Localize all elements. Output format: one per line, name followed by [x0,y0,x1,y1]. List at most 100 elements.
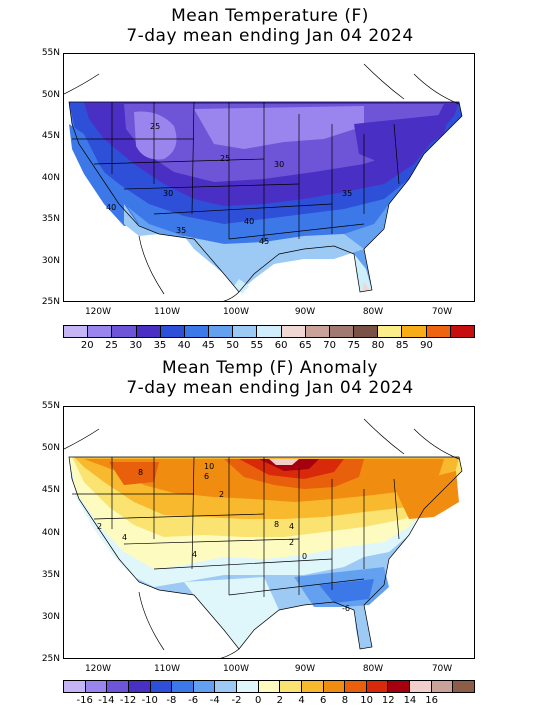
colorbar-label: 0 [254,695,262,706]
colorbar-segment [453,681,474,692]
top-map-svg: 25 25 30 30 35 40 35 40 45 [64,63,463,301]
contour-label: 4 [122,533,127,542]
colorbar-segment [388,681,410,692]
colorbar-label: 20 [80,340,94,351]
lat-label: 55N [41,401,60,411]
colorbar-label: 85 [395,340,409,351]
colorbar-segment [431,681,454,692]
bottom-map-contour-labels: 10 8 6 2 2 4 4 8 4 2 0 -6 [97,462,350,613]
lon-label: 120W [84,664,112,674]
contour-label: 0 [302,552,307,561]
lon-label: 100W [222,664,250,674]
lat-label: 30N [41,611,60,622]
colorbar-label: 25 [105,340,118,351]
contour-label: 2 [97,522,102,531]
colorbar-label: 80 [371,340,385,351]
colorbar-segment [160,326,185,337]
bottom-map-title-line1: Mean Temp (F) Anomaly [162,358,378,378]
top-map-colorbar [63,325,475,338]
colorbar-label: 50 [226,340,239,351]
colorbar-label: 6 [320,695,327,706]
colorbar-segment [354,326,379,337]
colorbar-segment [402,326,427,337]
lat-label: 40N [41,172,60,183]
colorbar-label: 30 [129,340,143,351]
colorbar-segment [107,681,129,692]
lon-label: 80W [362,307,384,317]
lon-label: 100W [222,307,250,317]
contour-label: 25 [220,154,230,163]
top-map-title-line1: Mean Temperature (F) [171,6,369,26]
colorbar-segment [281,326,306,337]
contour-label: 35 [342,189,352,198]
contour-label: 45 [259,237,269,246]
colorbar-segment [258,681,281,692]
colorbar-label: 35 [153,340,167,351]
bottom-map-title-line2: 7-day mean ending Jan 04 2024 [126,378,414,398]
colorbar-segment [85,681,108,692]
colorbar-label: 70 [323,340,336,351]
colorbar-segment [136,326,161,337]
lat-label: 40N [41,527,60,538]
colorbar-segment [172,681,194,692]
colorbar-label: -8 [166,695,177,706]
lat-label: 35N [41,214,60,224]
colorbar-segment [410,681,432,692]
lat-label: 25N [41,654,60,664]
bottom-map-anomaly-fill [69,457,462,649]
contour-label: 30 [163,189,173,198]
colorbar-segment [233,326,258,337]
colorbar-label: 2 [276,695,284,706]
contour-label: 25 [150,122,160,131]
colorbar-label: 45 [202,340,215,351]
contour-label: 10 [204,462,214,471]
colorbar-segment [257,326,282,337]
contour-label: 40 [244,217,254,226]
lon-label: 120W [84,307,112,317]
lon-label: 110W [153,664,181,674]
lon-label: 90W [294,307,316,317]
colorbar-segment [426,326,451,337]
bottom-map-svg: 10 8 6 2 2 4 4 8 4 2 0 -6 [64,418,463,658]
colorbar-segment [209,326,234,337]
colorbar-label: 40 [177,340,191,351]
colorbar-segment [450,326,474,337]
colorbar-label: -6 [188,695,199,706]
colorbar-segment [215,681,237,692]
colorbar-label: -14 [98,695,115,706]
colorbar-label: 10 [360,695,373,706]
lon-label: 80W [362,664,384,674]
contour-label: -6 [342,604,350,613]
bottom-map: 10 8 6 2 2 4 4 8 4 2 0 -6 [63,406,475,659]
top-map-title-line2: 7-day mean ending Jan 04 2024 [126,26,414,46]
top-map-boundaries [64,63,463,301]
lat-label: 55N [41,48,60,58]
colorbar-label: 60 [274,340,288,351]
lat-label: 45N [41,131,60,141]
colorbar-label: 12 [381,695,395,706]
colorbar-label: -12 [119,695,137,706]
contour-label: 2 [219,490,224,499]
colorbar-segment [88,326,113,337]
lat-label: 35N [41,569,60,580]
colorbar-label: -2 [231,695,242,706]
contour-label: 4 [289,522,294,531]
contour-label: 2 [289,538,294,547]
colorbar-segment [237,681,259,692]
colorbar-segment [64,681,86,692]
colorbar-label: 4 [298,695,305,706]
lon-label: 110W [153,307,181,317]
contour-label: 4 [192,550,197,559]
colorbar-segment [64,326,89,337]
contour-label: 6 [204,472,209,481]
colorbar-label: 75 [347,340,361,351]
colorbar-label: 90 [420,340,433,351]
colorbar-label: -4 [209,695,220,706]
colorbar-label: -16 [76,695,93,706]
contour-label: 40 [106,203,116,212]
colorbar-segment [366,681,389,692]
colorbar-label: 8 [341,695,349,706]
contour-label: 8 [138,468,143,477]
colorbar-label: 65 [298,340,312,351]
colorbar-label: 16 [425,695,438,706]
